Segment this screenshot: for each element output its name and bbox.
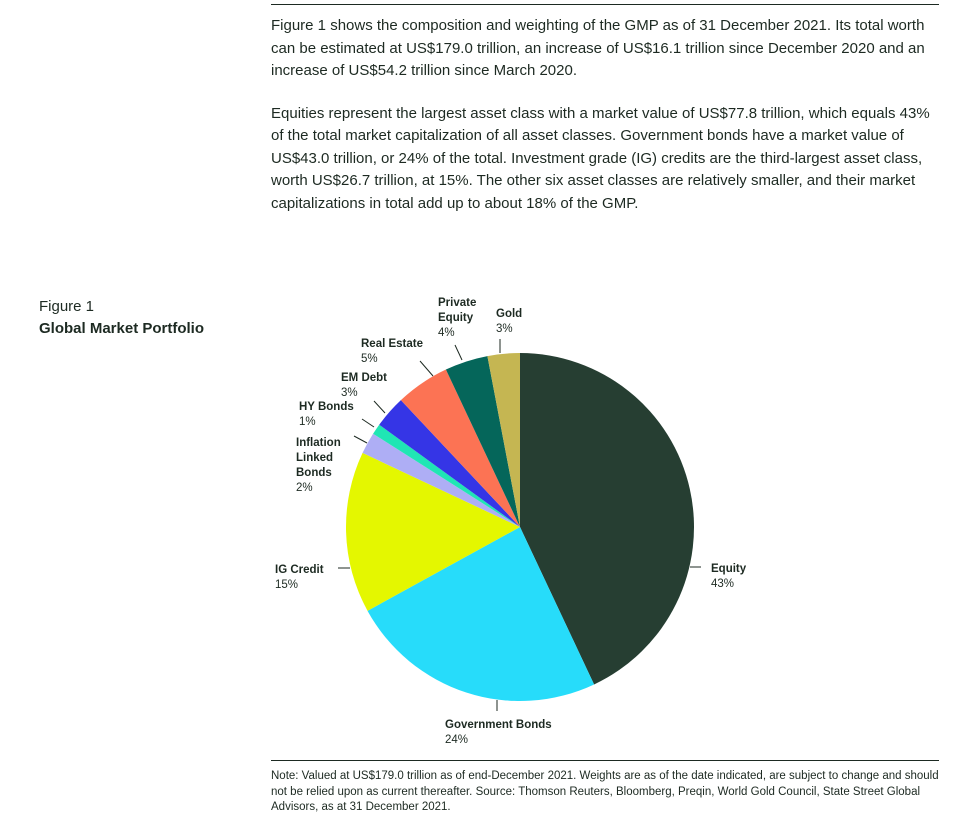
- figure-caption: Figure 1 Global Market Portfolio: [39, 296, 239, 340]
- intro-paragraph-2: Equities represent the largest asset cla…: [271, 104, 930, 212]
- pie-slice-inflation-linked-bonds: [362, 433, 520, 527]
- intro-text: Figure 1 shows the composition and weigh…: [271, 15, 941, 235]
- slice-value-gold: 3%: [496, 323, 513, 335]
- figure-label: Figure 1: [39, 298, 95, 315]
- slice-value-hy-bonds: 1%: [299, 416, 316, 428]
- slice-label-inflation-linked-bonds: Bonds: [296, 467, 332, 479]
- slice-label-inflation-linked-bonds: Linked: [296, 452, 333, 464]
- slice-label-hy-bonds: HY Bonds: [299, 401, 354, 413]
- leader-line-real-estate: [419, 360, 434, 377]
- slice-value-government-bonds: 24%: [445, 734, 468, 746]
- pie-slice-real-estate: [400, 369, 520, 527]
- leader-line-hy-bonds: [361, 418, 375, 428]
- figure-title: Global Market Portfolio: [39, 320, 205, 337]
- slice-value-private-equity: 4%: [438, 327, 455, 339]
- slice-label-ig-credit: IG Credit: [275, 564, 324, 576]
- intro-paragraph-1: Figure 1 shows the composition and weigh…: [271, 17, 925, 79]
- pie-labels: Equity 43% Government Bonds 24% IG Credit 15%…: [275, 297, 747, 746]
- pie-slice-government-bonds: [367, 527, 595, 702]
- pie-slice-ig-credit: [345, 452, 520, 611]
- slice-label-gold: Gold: [496, 308, 522, 320]
- note-divider: [271, 760, 939, 761]
- leader-line-private-equity: [454, 344, 463, 361]
- slice-label-em-debt: EM Debt: [341, 372, 387, 384]
- slice-value-equity: 43%: [711, 578, 734, 590]
- slice-label-equity: Equity: [711, 563, 747, 575]
- slice-label-government-bonds: Government Bonds: [445, 719, 552, 731]
- leader-line-em-debt: [373, 400, 386, 414]
- slice-label-private-equity: Private: [438, 297, 476, 309]
- pie-slice-private-equity: [445, 356, 520, 527]
- pie-slice-gold: [487, 353, 520, 527]
- pie-slice-hy-bonds: [373, 424, 520, 527]
- pie-slice-equity: [520, 353, 695, 685]
- pie-slices: [345, 353, 695, 702]
- slice-label-real-estate: Real Estate: [361, 338, 423, 350]
- pie-slice-em-debt: [379, 400, 520, 527]
- slice-label-inflation-linked-bonds: Inflation: [296, 437, 341, 449]
- slice-value-inflation-linked-bonds: 2%: [296, 482, 313, 494]
- slice-value-ig-credit: 15%: [275, 579, 298, 591]
- source-note: Note: Valued at US$179.0 trillion as of …: [271, 770, 939, 813]
- pie-chart: Equity 43% Government Bonds 24% IG Credit 15%…: [275, 297, 747, 746]
- leader-line-inflation-linked-bonds: [353, 435, 368, 444]
- top-divider: [271, 4, 939, 5]
- slice-label-private-equity: Equity: [438, 312, 474, 324]
- slice-value-em-debt: 3%: [341, 387, 358, 399]
- slice-value-real-estate: 5%: [361, 353, 378, 365]
